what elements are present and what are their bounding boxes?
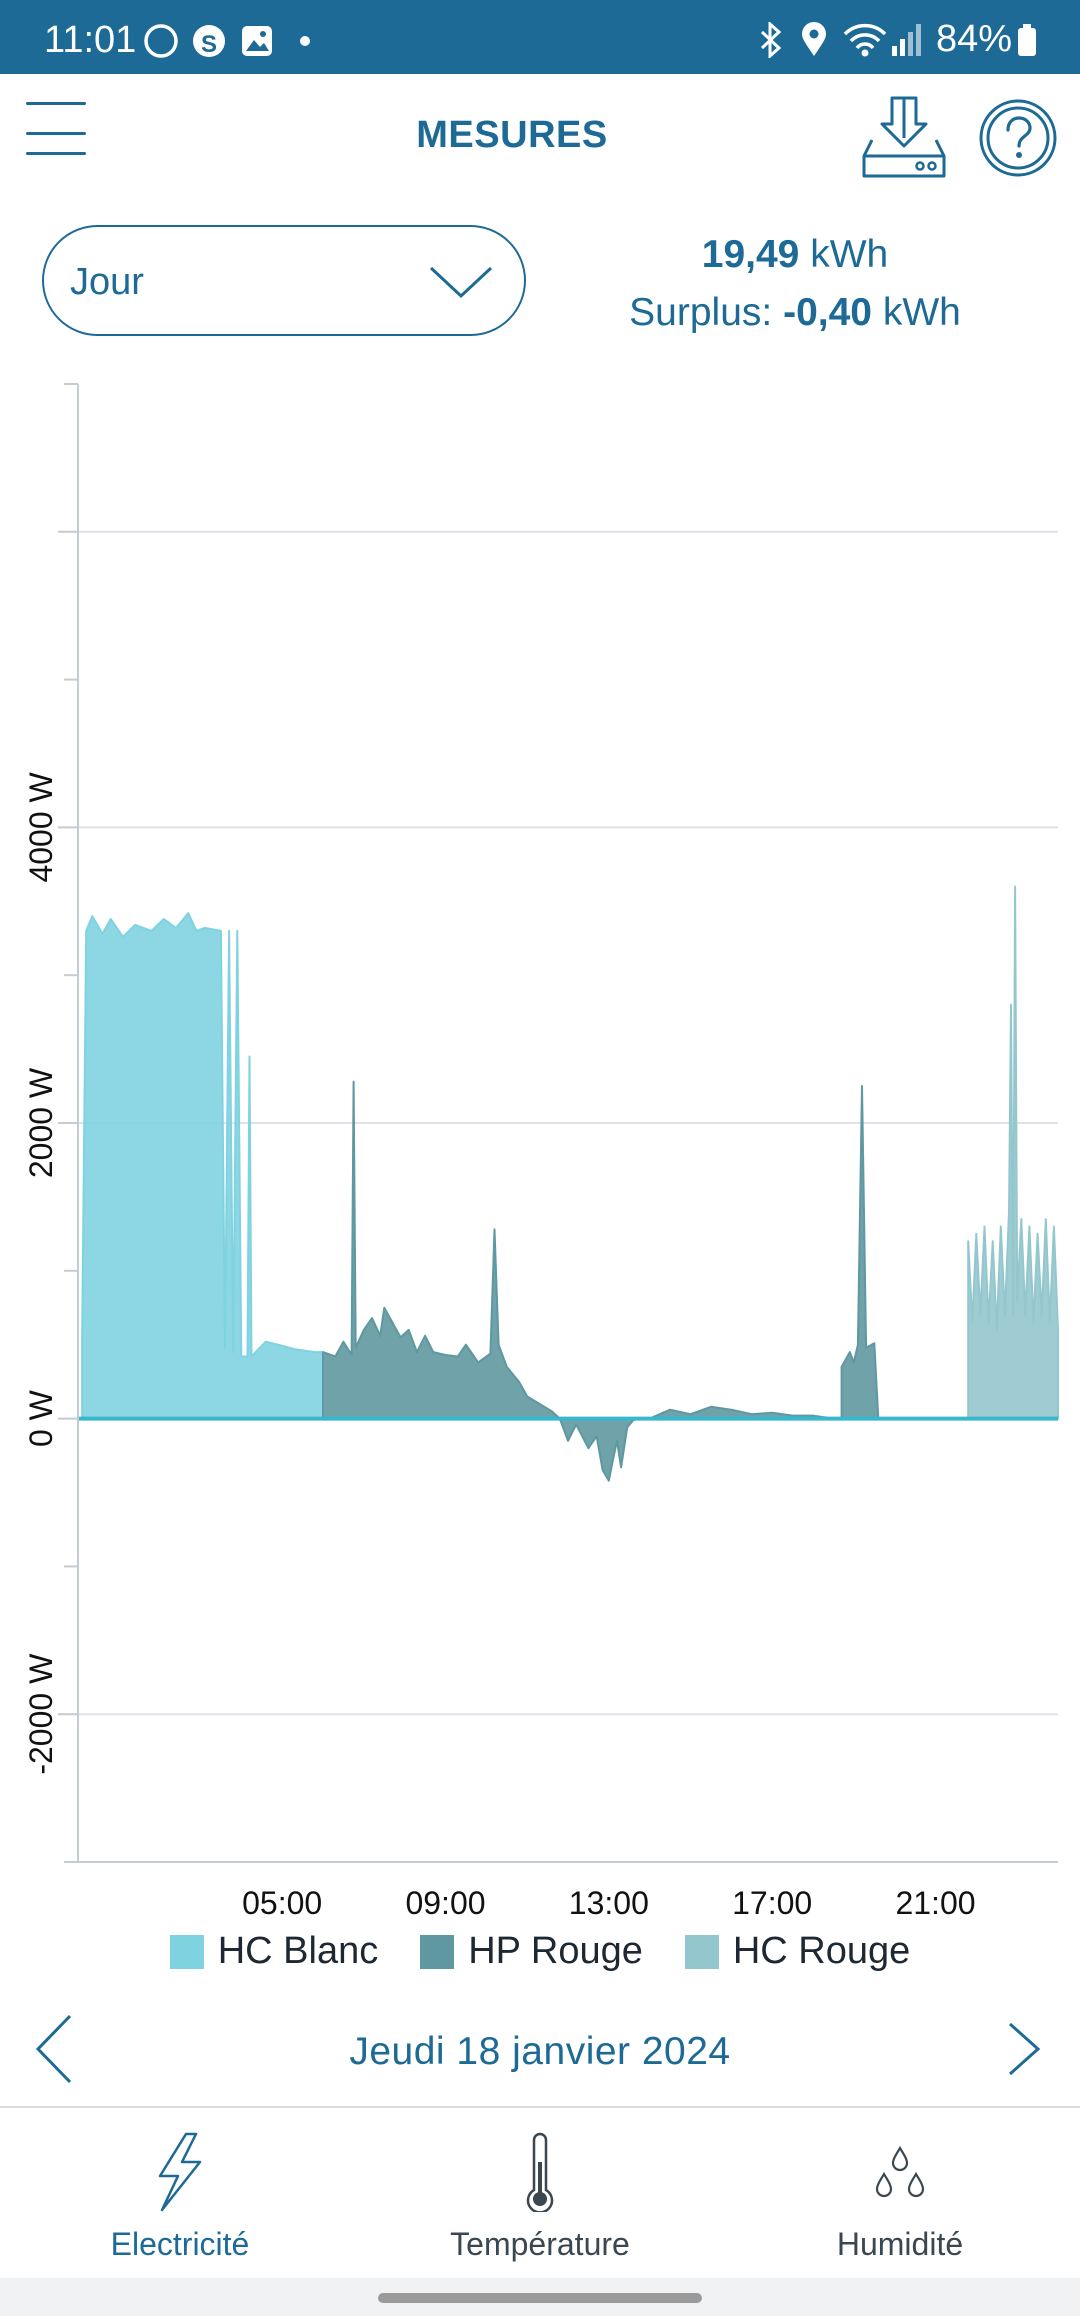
- period-select-value: Jour: [70, 261, 144, 303]
- lightning-icon: [158, 2132, 202, 2212]
- location-icon: [801, 21, 826, 56]
- y-tick-label: 0 W: [23, 1389, 59, 1447]
- power-chart: 4000 W 2000 W 0 W -2000 W 05:00 09:00 13:00 17:…: [23, 383, 1059, 1921]
- y-tick-label: 4000 W: [23, 771, 59, 882]
- x-tick-label: 05:00: [242, 1885, 322, 1921]
- page-title: MESURES: [416, 114, 608, 156]
- chart-areas: [78, 885, 1059, 1482]
- energy-total-unit: kWh: [810, 233, 889, 276]
- chart-labels: 4000 W 2000 W 0 W -2000 W 05:00 09:00 13:00 17:…: [23, 771, 976, 1921]
- chevron-down-icon: [429, 266, 493, 299]
- help-icon[interactable]: [978, 98, 1058, 178]
- status-bar: 11:01 S 84%: [0, 0, 1080, 74]
- date-label: Jeudi 18 janvier 2024: [349, 2030, 731, 2073]
- bottom-nav: Electricité Température Humidité: [0, 2106, 1080, 2278]
- legend-item-hc-rouge[interactable]: HC Rouge: [684, 1930, 911, 1973]
- menu-icon[interactable]: [26, 102, 88, 155]
- legend-item-hc-blanc[interactable]: HC Blanc: [169, 1930, 379, 1973]
- tab-temperature[interactable]: Température: [360, 2108, 720, 2280]
- menu-line: [26, 152, 86, 155]
- chart-axes: [58, 383, 1058, 1863]
- period-select[interactable]: Jour: [42, 225, 526, 336]
- legend-swatch: [420, 1934, 455, 1969]
- menu-line: [26, 132, 86, 135]
- series-area: [558, 1417, 643, 1482]
- tab-label: Température: [450, 2226, 630, 2262]
- chevron-right-icon[interactable]: [1000, 2010, 1052, 2088]
- series-area: [81, 912, 324, 1420]
- legend-label: HC Rouge: [732, 1930, 911, 1972]
- chart-legend: HC Blanc HP Rouge HC Rouge: [0, 1930, 1080, 1973]
- tab-humidite[interactable]: Humidité: [720, 2108, 1080, 2280]
- chart-grid: [78, 530, 1058, 1716]
- series-area: [967, 885, 1059, 1420]
- surplus-line: Surplus: -0,40 kWh: [560, 284, 1030, 342]
- chevron-left-icon[interactable]: [30, 2010, 82, 2088]
- tab-electricite[interactable]: Electricité: [0, 2108, 360, 2280]
- surplus-value: -0,40: [783, 291, 872, 334]
- energy-total-value: 19,49: [701, 233, 800, 276]
- y-tick-label: -2000 W: [23, 1653, 59, 1775]
- droplets-icon: [875, 2145, 925, 2198]
- bluetooth-icon: [760, 21, 782, 58]
- status-time: 11:01: [44, 19, 137, 61]
- app-bar: MESURES: [0, 74, 1080, 200]
- legend-label: HC Blanc: [217, 1930, 379, 1972]
- energy-totals: 19,49 kWh Surplus: -0,40 kWh: [560, 226, 1030, 342]
- wifi-icon: [843, 23, 887, 56]
- battery-icon: [1018, 23, 1036, 56]
- legend-label: HP Rouge: [468, 1930, 643, 1972]
- x-tick-label: 09:00: [405, 1885, 485, 1921]
- system-icons: 84%: [758, 18, 1038, 61]
- tab-label: Electricité: [110, 2226, 250, 2262]
- legend-swatch: [169, 1934, 204, 1969]
- menu-line: [26, 102, 86, 105]
- x-tick-label: 17:00: [732, 1885, 812, 1921]
- surplus-unit: kWh: [882, 291, 961, 334]
- notification-icons: S: [144, 24, 310, 58]
- legend-swatch: [684, 1934, 719, 1969]
- svg-text:S: S: [201, 31, 217, 58]
- battery-percent: 84%: [935, 18, 1012, 60]
- download-icon[interactable]: [862, 94, 946, 180]
- energy-total-line: 19,49 kWh: [560, 226, 1030, 284]
- legend-item-hp-rouge[interactable]: HP Rouge: [420, 1930, 643, 1973]
- tab-label: Humidité: [836, 2226, 964, 2262]
- home-gesture-bar[interactable]: [378, 2293, 702, 2303]
- series-area: [322, 1080, 561, 1420]
- gesture-area: [0, 2278, 1080, 2316]
- series-area: [840, 1085, 880, 1420]
- y-tick-label: 2000 W: [23, 1067, 59, 1178]
- x-tick-label: 13:00: [569, 1885, 649, 1921]
- surplus-label: Surplus:: [629, 291, 773, 334]
- x-tick-label: 21:00: [895, 1885, 975, 1921]
- thermometer-icon: [526, 2132, 554, 2212]
- signal-icon: [891, 23, 921, 56]
